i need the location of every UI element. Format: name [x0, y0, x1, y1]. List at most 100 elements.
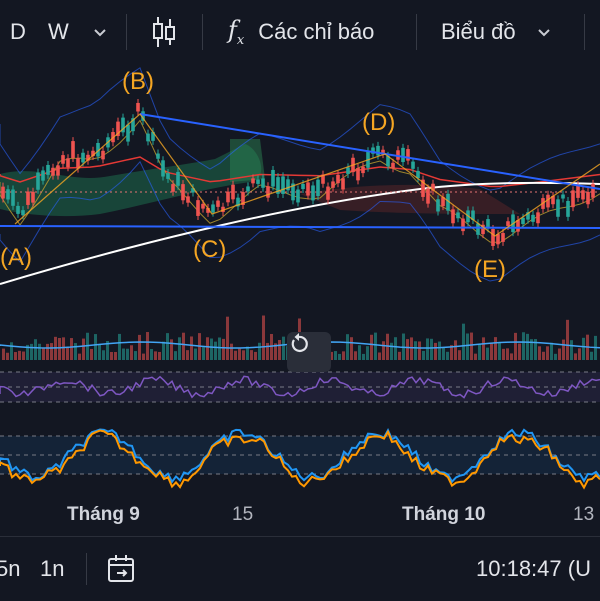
volume-bar — [510, 353, 513, 360]
volume-bar — [422, 350, 425, 360]
volume-bar — [542, 351, 545, 360]
volume-bar — [62, 337, 65, 360]
candle-body — [86, 154, 90, 161]
time-tick: 13 — [573, 504, 595, 525]
time-axis[interactable]: Tháng 9 15 Tháng 10 13 — [0, 498, 600, 532]
volume-bar — [554, 353, 557, 360]
candle-body — [76, 158, 80, 169]
volume-bar — [150, 349, 153, 360]
volume-bar — [78, 353, 81, 360]
time-tick: Tháng 9 — [67, 504, 140, 525]
candle-body — [51, 167, 55, 176]
volume-bar — [390, 342, 393, 360]
volume-bar — [26, 344, 29, 360]
candle-body — [501, 233, 505, 242]
candle-body — [471, 210, 475, 220]
candle-body — [516, 220, 520, 232]
volume-bar — [158, 351, 161, 360]
interval-d-label: D — [10, 19, 26, 44]
volume-bar — [354, 351, 357, 360]
candle-body — [326, 186, 330, 200]
wave-label-b: (B) — [122, 68, 154, 95]
volume-bar — [98, 344, 101, 360]
volume-bar — [454, 340, 457, 360]
trendline-lower — [0, 225, 600, 229]
candle-body — [291, 183, 295, 201]
volume-bar — [418, 341, 421, 360]
volume-bar — [506, 348, 509, 360]
volume-bar — [126, 348, 129, 360]
candle-body — [226, 191, 230, 203]
clock-label: 10:18:47 (U — [476, 556, 591, 581]
candle-body — [211, 204, 215, 213]
interval-d-button[interactable]: D — [10, 0, 26, 64]
volume-bar — [446, 351, 449, 360]
ma-line-red — [0, 156, 600, 188]
range-1n-button[interactable]: 1n — [40, 537, 64, 601]
indicators-label: Các chỉ báo — [258, 19, 375, 44]
candle-body — [521, 217, 525, 224]
wave-label-c: (C) — [193, 236, 227, 263]
candle-body — [346, 167, 350, 174]
candle-body — [481, 224, 485, 235]
volume-bar — [146, 332, 149, 360]
volume-bar — [246, 346, 249, 360]
candle-body — [166, 173, 170, 179]
candle-body — [151, 131, 155, 141]
volume-bar — [430, 338, 433, 360]
volume-bar — [362, 353, 365, 360]
volume-bar — [474, 353, 477, 360]
candle-body — [306, 182, 310, 196]
reset-chart-button[interactable] — [287, 332, 331, 372]
candle-body — [476, 223, 480, 235]
candle-body — [176, 171, 180, 186]
candle-body — [551, 195, 555, 205]
chevron-down-icon — [94, 29, 106, 37]
range-5n-button[interactable]: 5n — [0, 537, 20, 601]
candle-body — [116, 121, 120, 137]
indicators-button[interactable]: fx Các chỉ báo — [228, 0, 374, 64]
candle-body — [281, 176, 285, 194]
candle-body — [531, 214, 535, 222]
candle-body — [131, 118, 135, 132]
candle-body — [321, 174, 325, 184]
price-chart[interactable] — [0, 64, 600, 536]
volume-bar — [262, 315, 265, 360]
wave-label-d: (D) — [362, 109, 396, 136]
interval-w-button[interactable]: W — [48, 0, 69, 64]
goto-date-button[interactable] — [106, 537, 138, 601]
volume-bar — [358, 345, 361, 360]
candle-body — [396, 150, 400, 160]
volume-bar — [530, 339, 533, 360]
candle-body — [36, 172, 40, 190]
chart-type-button[interactable] — [150, 0, 178, 64]
candle-body — [251, 178, 255, 184]
chart-pane[interactable]: (A) (B) (C) (D) (E) — [0, 64, 600, 536]
candle-body — [311, 185, 315, 201]
volume-bar — [218, 337, 221, 360]
volume-bar — [498, 342, 501, 360]
volume-bar — [490, 343, 493, 360]
candle-body — [486, 219, 490, 229]
volume-bar — [486, 347, 489, 360]
volume-bar — [82, 338, 85, 360]
volume-bar — [434, 342, 437, 360]
time-tick: Tháng 10 — [402, 504, 486, 525]
volume-bar — [162, 341, 165, 360]
volume-bar — [346, 334, 349, 360]
candle-body — [406, 149, 410, 161]
volume-bar — [66, 347, 69, 360]
volume-bar — [590, 351, 593, 360]
volume-bar — [202, 347, 205, 360]
volume-bar — [458, 350, 461, 360]
candle-body — [436, 199, 440, 212]
candle-body — [381, 149, 385, 155]
volume-bar — [462, 323, 465, 360]
chart-menu-button[interactable]: Biểu đồ — [441, 0, 554, 64]
volume-bar — [378, 352, 381, 360]
candle-body — [451, 209, 455, 224]
volume-bar — [278, 339, 281, 360]
clock-timezone-button[interactable]: 10:18:47 (U — [476, 537, 591, 601]
interval-dropdown-button[interactable] — [90, 0, 110, 64]
candle-body — [361, 166, 365, 174]
